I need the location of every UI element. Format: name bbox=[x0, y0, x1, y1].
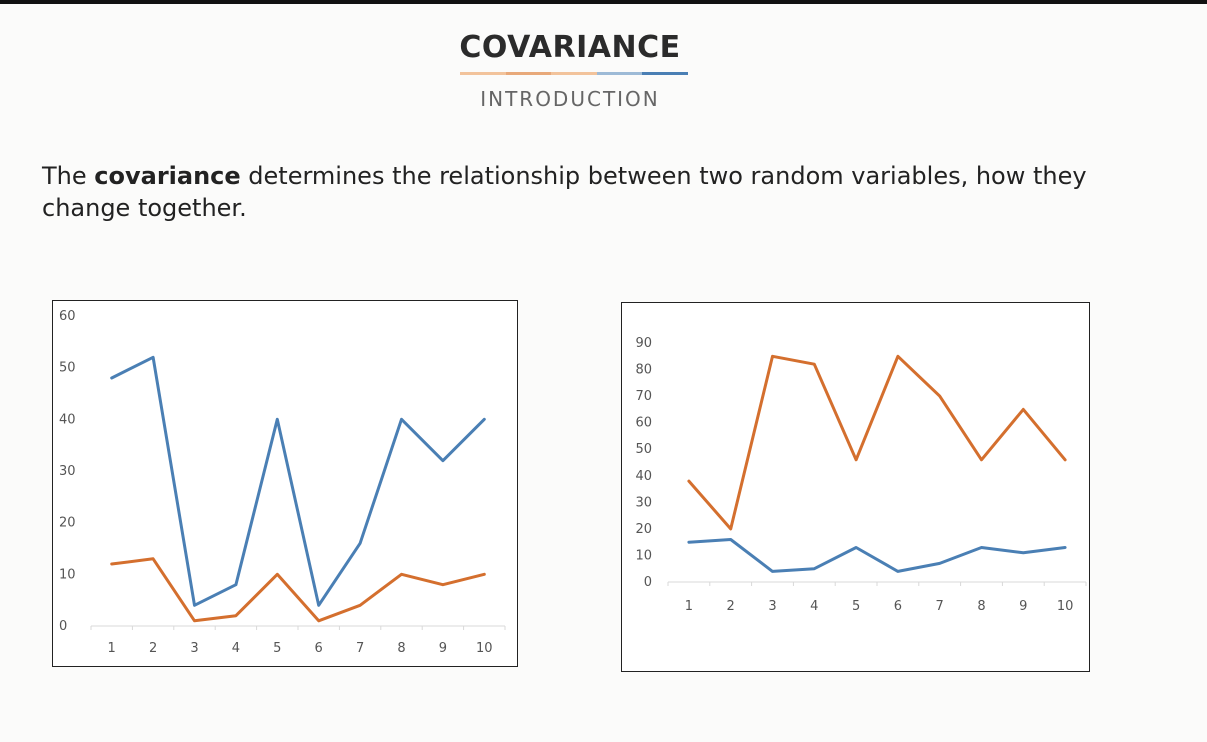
right-chart-x-tick-label: 6 bbox=[894, 599, 902, 614]
right-chart-x-tick-label: 10 bbox=[1057, 599, 1074, 614]
slide-subtitle: INTRODUCTION bbox=[480, 87, 660, 111]
description-prefix: The bbox=[42, 162, 95, 190]
left-chart-x-tick-label: 9 bbox=[439, 641, 447, 656]
left-chart-x-tick-label: 6 bbox=[315, 641, 323, 656]
right-chart-y-tick-label: 40 bbox=[635, 469, 652, 484]
left-chart-x-tick-label: 8 bbox=[397, 641, 405, 656]
description-text: The covariance determines the relationsh… bbox=[42, 160, 1162, 224]
left-chart-y-tick-label: 30 bbox=[59, 464, 76, 479]
right-chart-y-tick-label: 80 bbox=[635, 363, 652, 378]
left-chart-x-tick-label: 4 bbox=[232, 641, 240, 656]
slide-title: COVARIANCE bbox=[459, 30, 681, 65]
left-chart-x-tick-label: 3 bbox=[190, 641, 198, 656]
left-chart-series-line-2 bbox=[110, 557, 486, 623]
right-chart-x-tick-label: 7 bbox=[936, 599, 944, 614]
left-chart-y-tick-label: 10 bbox=[59, 567, 76, 582]
top-border bbox=[0, 0, 1207, 4]
underline-segment bbox=[505, 72, 552, 75]
right-chart-x-tick-label: 4 bbox=[810, 599, 818, 614]
left-chart-x-tick-label: 5 bbox=[273, 641, 281, 656]
line-chart-left: 0 10 20 30 40 50 60 1 2 3 4 5 6 7 8 9 10 bbox=[52, 300, 518, 667]
line-chart-left-svg: 0 10 20 30 40 50 60 1 2 3 4 5 6 7 8 9 10 bbox=[59, 309, 506, 656]
right-chart-y-tick-label: 0 bbox=[644, 575, 652, 590]
right-chart-y-tick-label: 30 bbox=[635, 495, 652, 510]
right-chart-x-tick-label: 1 bbox=[685, 599, 693, 614]
left-chart-y-tick-label: 40 bbox=[59, 412, 76, 427]
right-chart-x-tick-label: 9 bbox=[1019, 599, 1027, 614]
right-chart-y-tick-label: 10 bbox=[635, 548, 652, 563]
right-chart-y-tick-label: 70 bbox=[635, 389, 652, 404]
left-chart-x-tick-label: 1 bbox=[108, 641, 116, 656]
underline-segment bbox=[596, 72, 643, 75]
line-chart-right: 0 10 20 30 40 50 60 70 80 90 1 2 3 4 5 6 7 8 9 10 bbox=[621, 302, 1090, 672]
description-suffix: determines the relationship between two … bbox=[42, 162, 1087, 222]
left-chart-series-line-1 bbox=[110, 355, 486, 607]
right-chart-x-tick-label: 3 bbox=[768, 599, 776, 614]
right-chart-y-tick-label: 50 bbox=[635, 442, 652, 457]
right-chart-x-tick-label: 8 bbox=[977, 599, 985, 614]
left-chart-x-tick-label: 2 bbox=[149, 641, 157, 656]
right-chart-series-line-2 bbox=[687, 538, 1067, 573]
left-chart-y-tick-label: 50 bbox=[59, 361, 76, 376]
right-chart-x-tick-label: 2 bbox=[727, 599, 735, 614]
right-chart-y-tick-label: 90 bbox=[635, 336, 652, 351]
left-chart-y-tick-label: 0 bbox=[59, 619, 67, 634]
right-chart-series-line-1 bbox=[687, 354, 1067, 531]
right-chart-y-tick-label: 60 bbox=[635, 416, 652, 431]
underline-segment bbox=[551, 72, 597, 75]
left-chart-y-tick-label: 60 bbox=[59, 309, 76, 324]
left-chart-y-tick-label: 20 bbox=[59, 516, 76, 531]
underline-segment bbox=[460, 72, 506, 75]
description-keyword: covariance bbox=[94, 162, 241, 190]
title-underline bbox=[460, 72, 688, 75]
left-chart-x-tick-label: 7 bbox=[356, 641, 364, 656]
underline-segment bbox=[642, 72, 688, 75]
right-chart-y-tick-label: 20 bbox=[635, 522, 652, 537]
right-chart-x-tick-label: 5 bbox=[852, 599, 860, 614]
left-chart-x-tick-label: 10 bbox=[476, 641, 493, 656]
line-chart-right-svg: 0 10 20 30 40 50 60 70 80 90 1 2 3 4 5 6 7 8 9 10 bbox=[635, 336, 1087, 614]
